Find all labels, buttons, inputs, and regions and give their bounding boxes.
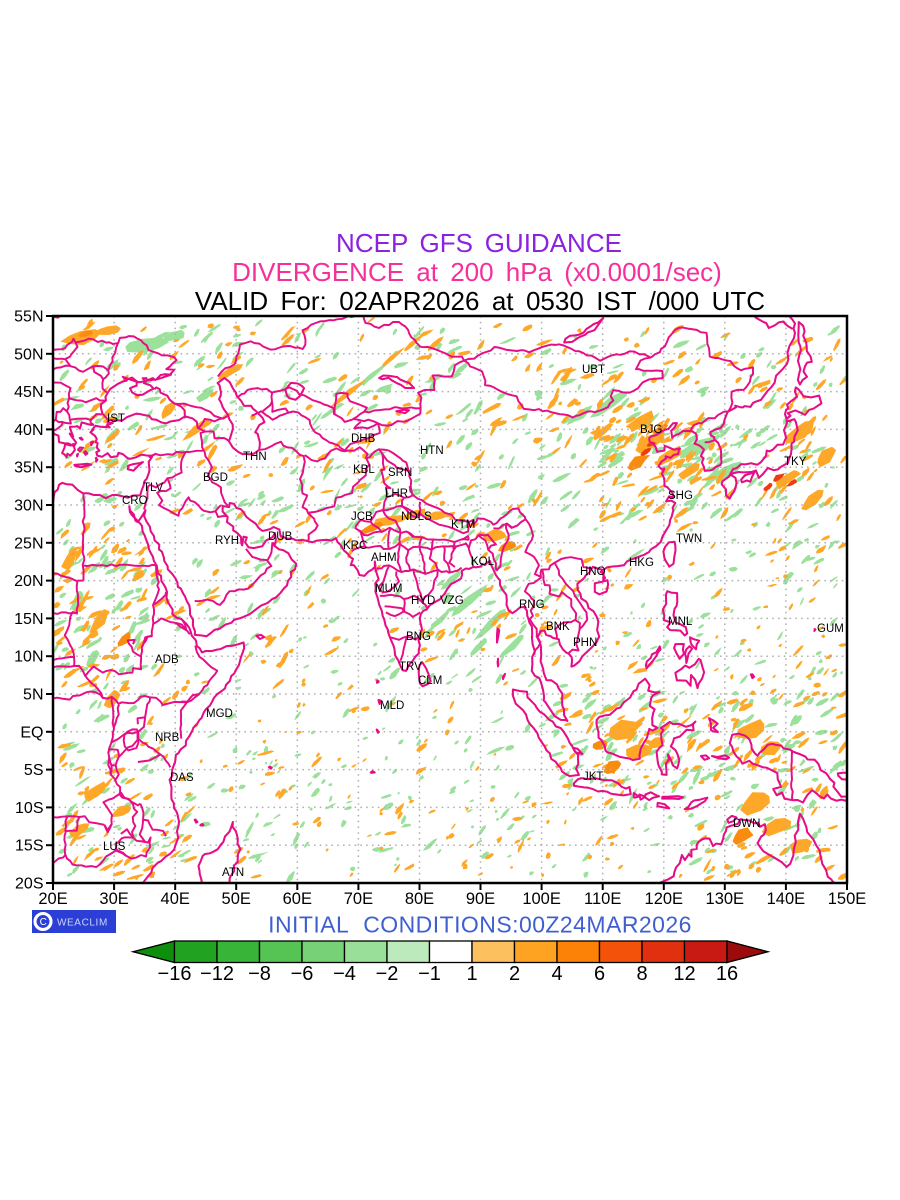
svg-text:VZG: VZG [440,595,464,607]
svg-text:30E: 30E [99,890,128,908]
svg-text:8: 8 [636,963,647,985]
svg-text:GUM: GUM [817,623,844,635]
svg-text:25N: 25N [14,535,43,552]
svg-text:UBT: UBT [582,364,605,376]
svg-text:IST: IST [107,413,125,425]
svg-text:−4: −4 [333,963,356,985]
svg-text:DIVERGENCE at 200 hPa (x0.0001: DIVERGENCE at 200 hPa (x0.0001/sec) [232,257,722,287]
svg-text:40N: 40N [14,422,43,439]
svg-text:ADB: ADB [155,654,179,666]
svg-text:VALID For: 02APR2026 at 0530 I: VALID For: 02APR2026 at 0530 IST /000 UT… [195,286,765,316]
svg-text:SHG: SHG [668,490,693,502]
svg-text:RNG: RNG [519,599,545,611]
svg-text:BNK: BNK [546,621,570,633]
svg-text:1: 1 [466,963,477,985]
svg-text:10N: 10N [14,649,43,666]
svg-text:JCB: JCB [351,511,373,523]
svg-text:JKT: JKT [583,771,603,783]
svg-text:CRO: CRO [122,495,148,507]
svg-text:50E: 50E [222,890,251,908]
svg-text:5S: 5S [24,762,44,779]
svg-text:15S: 15S [15,838,43,855]
svg-text:−1: −1 [418,963,441,985]
svg-text:4: 4 [551,963,562,985]
svg-text:NRB: NRB [155,732,180,744]
svg-text:15N: 15N [14,611,43,628]
svg-text:150E: 150E [828,890,867,908]
svg-text:2: 2 [509,963,520,985]
svg-text:EQ: EQ [20,724,43,741]
svg-text:KOL: KOL [471,556,495,568]
svg-text:BNG: BNG [406,631,431,643]
svg-text:20E: 20E [38,890,67,908]
svg-text:AHM: AHM [371,552,397,564]
svg-text:5N: 5N [23,687,43,704]
svg-text:KBL: KBL [353,464,375,476]
svg-text:TLV: TLV [143,482,164,494]
svg-text:KRC: KRC [343,540,367,552]
svg-text:TWN: TWN [676,533,702,545]
svg-text:RYH: RYH [215,535,239,547]
svg-text:80E: 80E [405,890,434,908]
svg-text:110E: 110E [584,890,621,908]
svg-text:16: 16 [716,963,738,985]
svg-text:50N: 50N [14,346,43,363]
svg-text:−2: −2 [376,963,399,985]
svg-text:ATN: ATN [222,867,244,879]
svg-text:MUM: MUM [375,583,402,595]
svg-text:20N: 20N [14,573,43,590]
svg-text:35N: 35N [14,460,43,477]
svg-text:−8: −8 [248,963,271,985]
svg-text:CLM: CLM [418,675,442,687]
svg-text:HKG: HKG [629,557,654,569]
svg-text:BJG: BJG [640,424,662,436]
svg-text:WEACLIM: WEACLIM [57,918,108,929]
svg-text:PHN: PHN [573,637,597,649]
svg-text:HYD: HYD [411,595,435,607]
svg-text:10S: 10S [15,800,43,817]
svg-text:SRN: SRN [388,467,412,479]
svg-text:140E: 140E [767,890,806,908]
svg-text:MNL: MNL [668,616,693,628]
svg-text:70E: 70E [344,890,373,908]
svg-text:THN: THN [243,451,267,463]
svg-text:12: 12 [673,963,695,985]
svg-text:NCEP GFS GUIDANCE: NCEP GFS GUIDANCE [336,228,622,258]
svg-text:90E: 90E [466,890,495,908]
svg-text:LUS: LUS [103,841,126,853]
svg-text:MLD: MLD [380,700,404,712]
svg-text:55N: 55N [14,309,43,326]
svg-text:−12: −12 [200,963,234,985]
svg-text:100E: 100E [522,890,561,908]
svg-text:KTM: KTM [451,519,475,531]
svg-text:120E: 120E [645,890,684,908]
svg-text:DWN: DWN [733,818,760,830]
svg-text:HTN: HTN [420,445,444,457]
svg-text:130E: 130E [706,890,745,908]
svg-text:45N: 45N [14,384,43,401]
svg-text:LHR: LHR [385,488,408,500]
svg-text:MGD: MGD [206,708,233,720]
svg-text:6: 6 [594,963,605,985]
svg-text:HNO: HNO [580,566,606,578]
svg-text:INITIAL CONDITIONS:00Z24MAR202: INITIAL CONDITIONS:00Z24MAR2026 [268,912,692,938]
svg-text:30N: 30N [14,498,43,515]
svg-text:−6: −6 [291,963,314,985]
svg-text:40E: 40E [161,890,190,908]
svg-text:DUB: DUB [268,531,293,543]
svg-text:TRV: TRV [399,661,422,673]
svg-text:−16: −16 [158,963,192,985]
svg-text:BGD: BGD [203,472,228,484]
svg-text:20S: 20S [15,876,43,893]
svg-text:NDLS: NDLS [401,511,432,523]
svg-text:TKY: TKY [784,456,807,468]
svg-text:DHB: DHB [351,433,376,445]
svg-text:60E: 60E [283,890,312,908]
svg-text:DAS: DAS [170,772,194,784]
svg-text:C: C [40,917,47,928]
